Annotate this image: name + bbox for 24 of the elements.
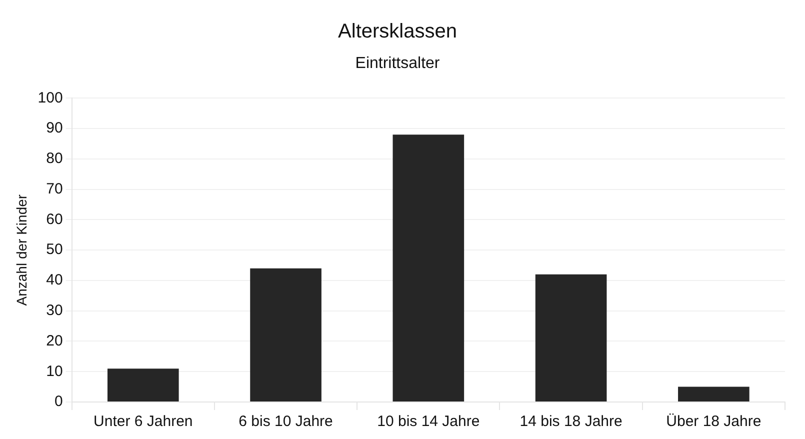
y-tick-label: 80 (46, 150, 63, 168)
y-tick-label: 60 (46, 210, 63, 228)
y-tick-label: 10 (46, 362, 63, 380)
y-tick-label: 90 (46, 120, 63, 137)
chart-subtitle: Eintrittsalter (355, 55, 440, 72)
x-tick-label: Über 18 Jahre (666, 413, 762, 430)
y-tick-label: 30 (46, 302, 63, 319)
x-tick-label: 6 bis 10 Jahre (238, 413, 333, 430)
bar (250, 268, 322, 402)
x-tick-label: 10 bis 14 Jahre (377, 413, 480, 430)
bar (107, 368, 179, 402)
y-tick-label: 0 (54, 393, 63, 410)
x-tick-label: Unter 6 Jahren (94, 413, 193, 430)
bar (535, 274, 607, 402)
bar (392, 134, 464, 402)
y-tick-label: 20 (46, 332, 63, 350)
y-tick-label: 50 (46, 241, 63, 258)
y-tick-label: 100 (38, 89, 63, 106)
x-tick-label: 14 bis 18 Jahre (520, 413, 622, 430)
bar (678, 386, 750, 402)
y-tick-label: 40 (46, 272, 63, 289)
y-axis-title: Anzahl der Kinder (13, 194, 30, 306)
y-tick-label: 70 (46, 180, 63, 198)
chart-title: Altersklassen (338, 20, 457, 43)
